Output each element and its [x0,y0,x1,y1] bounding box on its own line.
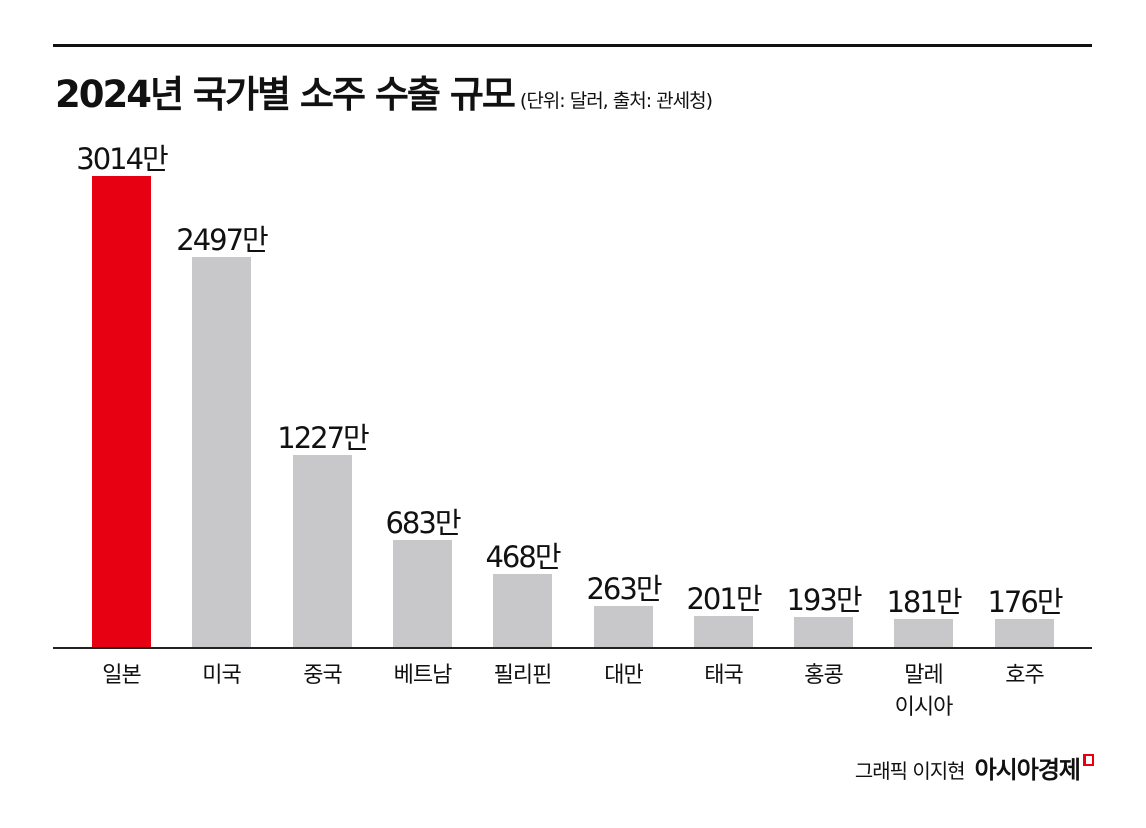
bar [894,619,953,647]
x-axis-line [53,647,1092,649]
value-label: 263만 [586,572,662,606]
value-label: 193만 [786,583,862,617]
value-label: 181만 [886,585,962,619]
bar [794,617,853,647]
category-label: 베트남 [393,663,453,688]
brand-logo: 아시아경제 [974,756,1081,784]
bar [493,574,552,647]
bar [92,176,151,647]
bar [393,540,452,647]
value-label: 201만 [686,582,762,616]
category-label: 중국 [303,663,342,688]
value-label: 3014만 [76,142,168,176]
chart-title-block: 2024년 국가별 소주 수출 규모 (단위: 달러, 출처: 관세청) [55,64,713,118]
category-label: 태국 [704,663,743,688]
bar [694,616,753,647]
category-label: 미국 [202,663,241,688]
category-label: 일본 [102,663,141,688]
value-label: 2497만 [176,223,268,257]
brand-mark-icon [1083,754,1094,766]
bar [995,619,1054,647]
value-label: 176만 [987,585,1063,619]
chart-subtitle: (단위: 달러, 출처: 관세청) [519,90,713,112]
category-label: 호주 [1005,663,1044,688]
value-label: 468만 [485,540,561,574]
graphic-credit: 그래픽 이지현 [854,759,966,783]
credit-line: 그래픽 이지현 아시아경제 [855,750,1094,785]
value-label: 683만 [385,506,461,540]
value-label: 1227만 [277,421,369,455]
category-label: 말레 이시아 [894,663,954,720]
category-label: 필리핀 [493,663,553,688]
category-label: 홍콩 [804,663,843,688]
top-rule [53,44,1092,47]
bar [594,606,653,647]
bar [192,257,251,647]
chart-title: 2024년 국가별 소주 수출 규모 [55,73,516,116]
category-label: 대만 [604,663,643,688]
bar [293,455,352,647]
